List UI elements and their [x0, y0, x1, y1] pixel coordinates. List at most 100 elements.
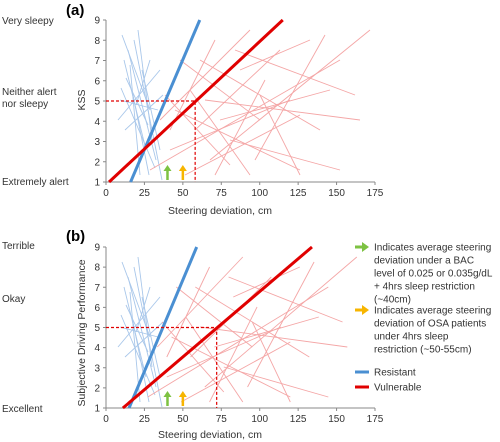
individual-vulnerable-line	[179, 59, 261, 121]
individual-resistant-line	[124, 94, 164, 131]
y-tick-label: 5	[94, 97, 100, 108]
y-tick-label: 4	[94, 343, 100, 354]
individual-vulnerable-line	[251, 321, 291, 403]
individual-vulnerable-line	[147, 286, 329, 398]
x-tick-label: 75	[216, 188, 228, 199]
x-tick-label: 0	[103, 188, 109, 199]
indicator-arrow-head	[178, 391, 187, 397]
y-tick-label: 3	[94, 363, 100, 374]
individual-vulnerable-line	[176, 286, 253, 348]
individual-vulnerable-line	[169, 39, 216, 131]
legend-text-line: deviation under a BAC	[374, 256, 474, 267]
y-tick-label: 6	[94, 303, 100, 314]
legend-text-line: level of 0.025 or 0.035g/dL	[374, 269, 493, 280]
x-axis-label-a: Steering deviation, cm	[168, 205, 272, 217]
x-tick-label: 50	[177, 188, 189, 199]
individual-resistant-line	[120, 314, 156, 396]
x-tick-label: 125	[290, 188, 307, 199]
y-tick-label: 6	[94, 76, 100, 87]
individual-vulnerable-line	[229, 139, 341, 171]
y-tick-label: 8	[94, 263, 100, 274]
x-tick-label: 175	[367, 414, 384, 425]
x-tick-label: 0	[103, 414, 109, 425]
x-tick-label: 75	[216, 414, 228, 425]
individual-vulnerable-line	[195, 286, 310, 358]
resistant-line	[129, 19, 202, 183]
x-tick-label: 150	[328, 188, 345, 199]
legend-text-line: restriction (~50-55cm)	[374, 345, 472, 356]
y-tick-label: 7	[94, 283, 100, 294]
individual-resistant-line	[141, 296, 161, 378]
y-tick-label: 7	[94, 56, 100, 67]
individual-lines-b	[117, 256, 358, 408]
individual-vulnerable-line	[166, 266, 210, 358]
legend-line-text: Resistant	[374, 368, 416, 379]
legend-arrow-head	[362, 242, 369, 252]
legend-text-line: deviation of OSA patients	[374, 319, 486, 330]
individual-vulnerable-line	[174, 109, 301, 171]
legend-text-line: + 4hrs sleep restriction	[374, 282, 475, 293]
panel-label-a: (a)	[66, 2, 84, 19]
legend-text-line: under 4hrs sleep	[374, 332, 449, 343]
individual-vulnerable-line	[159, 29, 251, 121]
individual-vulnerable-line	[228, 276, 343, 323]
indicator-arrow-head	[163, 391, 172, 397]
individual-resistant-line	[127, 276, 157, 388]
side-label-neither-line1: Neither alert	[2, 87, 57, 98]
panel-a: 1 2 3 4 5 6 7 8 9 0 25 50 75 100 125 150 175 (a) KSS Ste…	[2, 2, 384, 217]
individual-vulnerable-line	[199, 326, 348, 348]
individual-vulnerable-line	[247, 261, 315, 388]
legend-arrow-text: Indicates average steering deviation of O…	[374, 306, 491, 356]
x-tick-label: 100	[251, 188, 268, 199]
individual-vulnerable-line	[189, 89, 251, 176]
side-label-okay: Okay	[2, 294, 25, 305]
individual-vulnerable-line	[214, 79, 266, 176]
y-tick-label: 1	[94, 178, 100, 189]
individual-vulnerable-line	[254, 34, 326, 161]
individual-vulnerable-line	[185, 316, 244, 403]
individual-vulnerable-line	[234, 49, 356, 96]
side-label-very-sleepy: Very sleepy	[2, 16, 54, 27]
individual-vulnerable-line	[204, 256, 358, 388]
x-tick-label: 25	[139, 414, 151, 425]
individual-vulnerable-line	[214, 316, 319, 348]
x-tick-label: 150	[328, 414, 345, 425]
individual-vulnerable-line	[209, 306, 258, 403]
individual-vulnerable-line	[259, 94, 301, 176]
y-tick-label: 2	[94, 383, 100, 394]
vulnerable-line	[121, 245, 313, 410]
individual-vulnerable-line	[166, 326, 281, 378]
individual-lines-a	[117, 29, 371, 181]
x-tick-label: 100	[251, 414, 268, 425]
side-label-extremely-alert: Extremely alert	[2, 177, 69, 188]
individual-vulnerable-line	[180, 341, 291, 403]
legend-text-line: Indicates average steering	[374, 306, 491, 317]
axes-a: 1 2 3 4 5 6 7 8 9 0 25 50 75 100 125 150 175	[94, 16, 383, 200]
y-axis-label-b: Subjective Driving Performance	[76, 259, 88, 406]
individual-vulnerable-line	[219, 89, 331, 121]
individual-vulnerable-line	[164, 94, 231, 166]
individual-vulnerable-line	[161, 321, 225, 393]
indicator-arrow-head	[178, 165, 187, 171]
y-tick-label: 8	[94, 36, 100, 47]
y-tick-label: 9	[94, 16, 100, 27]
individual-vulnerable-line	[184, 114, 301, 176]
x-tick-label: 25	[139, 188, 151, 199]
individual-resistant-line	[135, 286, 151, 333]
individual-resistant-line	[135, 59, 151, 106]
x-tick-label: 175	[367, 188, 384, 199]
legend-arrow-head	[362, 305, 369, 315]
legend-text-line: (~40cm)	[374, 295, 411, 306]
y-tick-label: 5	[94, 323, 100, 334]
side-label-neither-line2: nor sleepy	[2, 99, 48, 110]
side-label-excellent: Excellent	[2, 404, 43, 415]
y-axis-label-a: KSS	[76, 89, 88, 110]
individual-vulnerable-line	[149, 59, 341, 171]
y-tick-label: 2	[94, 157, 100, 168]
legend-arrow-text: Indicates average steering deviation unde…	[374, 243, 493, 306]
y-tick-label: 4	[94, 117, 100, 128]
legend-text-line: Indicates average steering	[374, 243, 491, 254]
y-tick-label: 3	[94, 137, 100, 148]
vulnerable-line	[108, 18, 284, 184]
